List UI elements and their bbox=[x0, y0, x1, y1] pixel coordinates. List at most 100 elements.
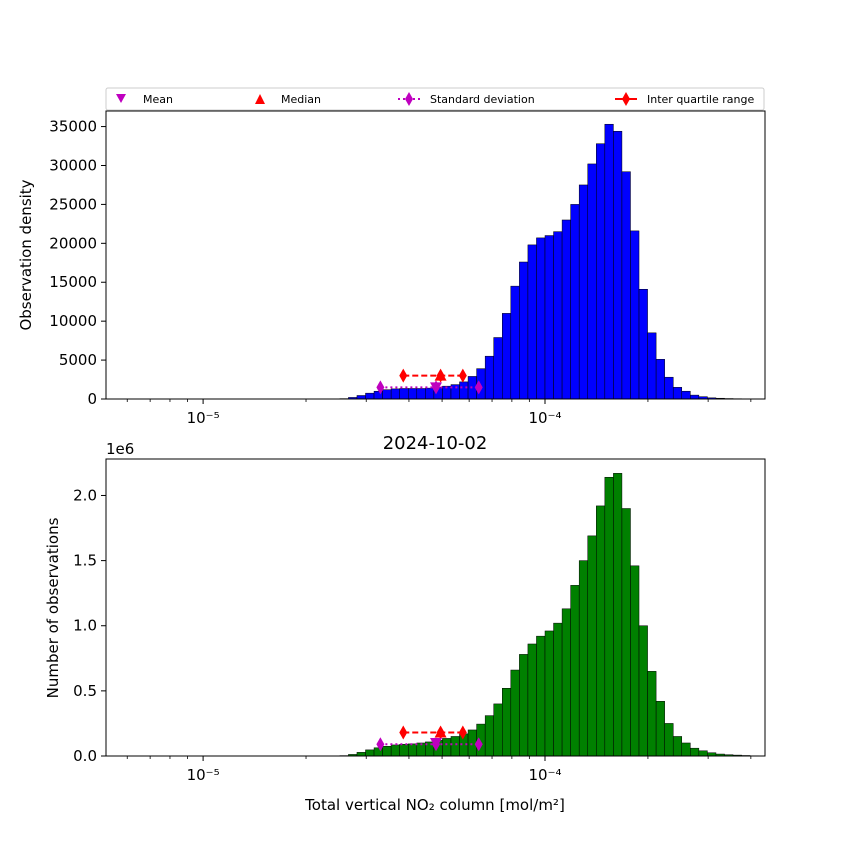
top-iqr-marker bbox=[458, 368, 467, 383]
top-y-tick-label: 30000 bbox=[49, 156, 97, 174]
top-histogram-bar bbox=[365, 392, 375, 399]
legend-std-label: Standard deviation bbox=[430, 93, 535, 106]
bottom-iqr-marker bbox=[458, 725, 467, 740]
bottom-histogram-bar bbox=[587, 535, 597, 756]
top-histogram-bar bbox=[596, 143, 606, 399]
bottom-histogram-bar bbox=[630, 565, 640, 756]
bottom-histogram-bar bbox=[561, 608, 571, 756]
legend-mean-label: Mean bbox=[143, 93, 173, 106]
legend-iqr-marker bbox=[622, 92, 630, 106]
top-histogram-bar bbox=[672, 387, 683, 399]
bottom-histogram-bar bbox=[382, 745, 392, 756]
legend-frame bbox=[105, 87, 765, 111]
top-y-tick-label: 20000 bbox=[49, 234, 97, 252]
legend-mean-marker bbox=[116, 94, 126, 103]
top-histogram-bar bbox=[416, 388, 426, 399]
bottom-histogram-bar bbox=[613, 473, 623, 756]
top-median-marker bbox=[434, 369, 447, 381]
top-y-tick-label: 15000 bbox=[49, 273, 97, 291]
bottom-histogram-bar bbox=[390, 744, 400, 756]
top-plot-area bbox=[339, 123, 759, 399]
bottom-histogram-bar bbox=[502, 688, 512, 756]
top-histogram-bar bbox=[390, 388, 400, 399]
bottom-histogram-bar bbox=[578, 560, 588, 756]
top-y-tick-label: 5000 bbox=[59, 351, 97, 369]
top-mean-marker bbox=[430, 382, 443, 394]
top-y-tick-label: 25000 bbox=[49, 195, 97, 213]
top-histogram-bar bbox=[655, 359, 665, 399]
bottom-std-marker bbox=[376, 737, 385, 752]
count-histogram-panel: 2024-10-02 1e6 Number of observations To… bbox=[44, 433, 766, 814]
bottom-histogram-bar bbox=[621, 508, 631, 756]
bottom-histogram-bar bbox=[399, 744, 409, 756]
bottom-panel-title: 2024-10-02 bbox=[383, 433, 488, 454]
bottom-histogram-bar bbox=[553, 622, 563, 756]
top-histogram-bar bbox=[425, 387, 435, 399]
top-histogram-bar bbox=[561, 219, 571, 399]
top-y-axis-label: Observation density bbox=[17, 179, 35, 330]
bottom-histogram-bar bbox=[672, 736, 683, 756]
top-histogram-bar bbox=[382, 389, 392, 399]
bottom-histogram-bar bbox=[655, 701, 665, 756]
legend-std-marker bbox=[405, 92, 413, 106]
density-histogram-panel: Observation density 10⁻⁵ 10⁻⁴ 0 5000 10000 15… bbox=[17, 110, 766, 427]
top-histogram-bar bbox=[604, 123, 614, 399]
bottom-histogram-bar bbox=[681, 742, 691, 756]
bottom-histogram-bar bbox=[519, 654, 529, 756]
top-histogram-bar bbox=[459, 381, 469, 399]
top-histogram-bar bbox=[407, 388, 418, 399]
top-histogram-bar bbox=[690, 394, 700, 399]
top-histogram-bar bbox=[536, 237, 546, 399]
top-histogram-bar bbox=[356, 395, 366, 399]
bottom-histogram-bar bbox=[664, 723, 674, 756]
bottom-histogram-bar bbox=[570, 585, 580, 756]
top-histogram-bar bbox=[527, 244, 537, 399]
bottom-histogram-bar bbox=[647, 671, 657, 756]
top-histogram-bar bbox=[587, 163, 597, 399]
bottom-histogram-bar bbox=[484, 715, 494, 756]
top-histogram-bar bbox=[519, 261, 529, 399]
top-histogram-bar bbox=[613, 130, 623, 399]
legend-item-std: Standard deviation bbox=[398, 92, 535, 106]
bottom-median-marker bbox=[434, 726, 447, 738]
bottom-y-tick-label: 2.0 bbox=[73, 486, 97, 504]
bottom-x-axis-label: Total vertical NO₂ column [mol/m²] bbox=[304, 796, 565, 814]
top-std-marker bbox=[474, 380, 483, 395]
top-histogram-bar bbox=[638, 288, 648, 399]
bottom-histogram-bar bbox=[604, 476, 614, 756]
legend-iqr-label: Inter quartile range bbox=[647, 93, 754, 106]
bottom-x-tick-label: 10⁻⁴ bbox=[528, 766, 561, 784]
legend: Mean Median Standard deviation Inter qua… bbox=[105, 87, 765, 111]
top-histogram-bar bbox=[621, 171, 631, 399]
bottom-histogram-bar bbox=[536, 635, 546, 756]
bottom-histogram-bar bbox=[527, 643, 537, 756]
bottom-histogram-bar bbox=[638, 625, 648, 756]
bottom-y-offset-text: 1e6 bbox=[106, 440, 134, 458]
bottom-y-tick-label: 1.5 bbox=[73, 552, 97, 570]
top-histogram-bar bbox=[502, 313, 512, 399]
top-y-tick-label: 0 bbox=[87, 390, 97, 408]
bottom-histogram-bar bbox=[450, 736, 460, 756]
top-histogram-bar bbox=[647, 332, 657, 399]
bottom-y-tick-label: 1.0 bbox=[73, 617, 97, 635]
bottom-histogram-bar bbox=[442, 738, 452, 756]
bottom-plot-area bbox=[339, 473, 759, 756]
bottom-y-tick-label: 0.0 bbox=[73, 747, 97, 765]
legend-item-iqr: Inter quartile range bbox=[615, 92, 754, 106]
bottom-histogram-bar bbox=[467, 729, 477, 756]
bottom-histogram-bar bbox=[356, 752, 366, 756]
top-y-tick-label: 35000 bbox=[49, 118, 97, 136]
legend-item-mean: Mean bbox=[116, 93, 173, 106]
bottom-axes-frame bbox=[105, 458, 766, 757]
top-histogram-bar bbox=[399, 388, 409, 399]
top-std-marker bbox=[376, 380, 385, 395]
top-histogram-bar bbox=[493, 337, 503, 399]
bottom-std-marker bbox=[474, 737, 483, 752]
top-histogram-bar bbox=[681, 390, 691, 399]
bottom-mean-marker bbox=[430, 737, 443, 749]
bottom-iqr-marker bbox=[399, 725, 408, 740]
top-histogram-bar bbox=[630, 230, 640, 399]
top-x-tick-label: 10⁻⁴ bbox=[528, 409, 561, 427]
bottom-y-tick-label: 0.5 bbox=[73, 682, 97, 700]
bottom-histogram-bar bbox=[596, 505, 606, 756]
